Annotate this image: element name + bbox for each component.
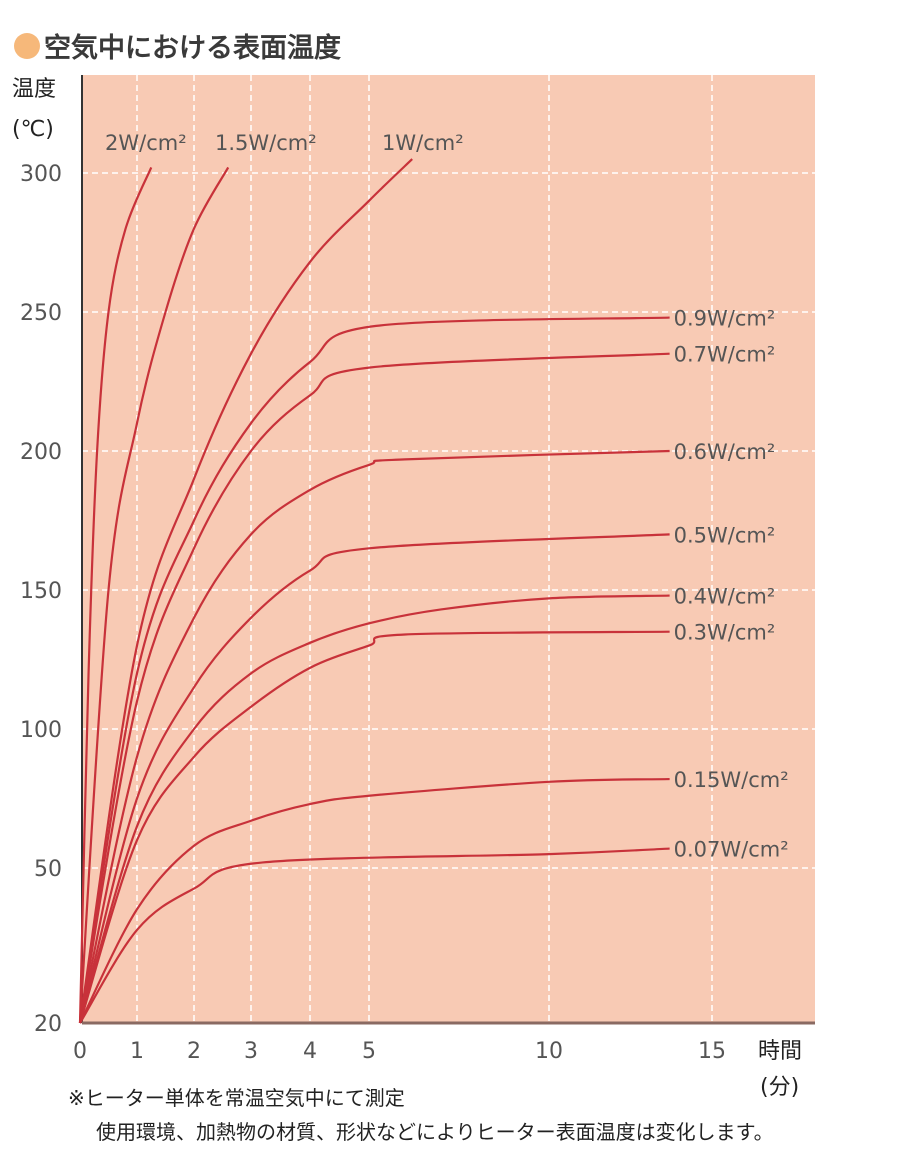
chart-title: 空気中における表面温度 [14, 26, 341, 65]
y-tick-label: 250 [20, 301, 62, 326]
x-tick-label: 1 [130, 1039, 144, 1064]
y-tick-label: 50 [34, 857, 62, 882]
x-tick-label: 2 [187, 1039, 201, 1064]
y-tick-label: 100 [20, 718, 62, 743]
series-line [78, 594, 670, 1024]
series-label: 2W/cm² [105, 131, 187, 155]
series-label: 0.7W/cm² [674, 343, 776, 367]
series-label: 0.15W/cm² [674, 768, 789, 792]
x-tick-label: 4 [303, 1039, 317, 1064]
y-tick-label: 200 [20, 440, 62, 465]
plot-background [82, 75, 815, 1023]
x-tick-label: 3 [244, 1039, 258, 1064]
x-axis-label: 時間 [758, 1039, 802, 1064]
title-bullet-icon [14, 32, 40, 59]
series-line [79, 777, 670, 1024]
series-label: 1.5W/cm² [215, 131, 317, 155]
y-axis-label: 温度 [12, 77, 56, 102]
note-line-1: ※ヒーター単体を常温空気中にて測定 [68, 1086, 405, 1110]
series-label: 0.6W/cm² [674, 440, 776, 464]
series-label: 0.3W/cm² [674, 621, 776, 645]
y-tick-label: 20 [34, 1012, 62, 1037]
series-line [78, 158, 413, 1024]
series-label: 0.5W/cm² [674, 523, 776, 547]
series-line [78, 449, 670, 1024]
x-axis-unit: (分) [760, 1075, 799, 1100]
chart-title-text: 空気中における表面温度 [44, 33, 341, 64]
series-line [78, 533, 670, 1024]
y-tick-label: 300 [20, 162, 62, 187]
x-tick-label: 0 [73, 1039, 87, 1064]
series-line [78, 630, 670, 1024]
series-label: 0.9W/cm² [674, 307, 776, 331]
note-line-2: 使用環境、加熱物の材質、形状などによりヒーター表面温度は変化します。 [96, 1120, 774, 1144]
series-label: 1W/cm² [382, 131, 464, 155]
series-label: 0.4W/cm² [674, 585, 776, 609]
series-line [78, 316, 670, 1024]
series-label: 0.07W/cm² [674, 838, 789, 862]
series-line [79, 847, 670, 1024]
series-line [78, 166, 230, 1024]
series-line [78, 167, 153, 1024]
x-tick-label: 15 [698, 1039, 726, 1064]
x-tick-label: 5 [362, 1039, 376, 1064]
x-tick-label: 10 [535, 1039, 563, 1064]
series-line [78, 352, 670, 1024]
y-tick-label: 150 [20, 579, 62, 604]
y-axis-unit: (℃) [12, 117, 54, 142]
